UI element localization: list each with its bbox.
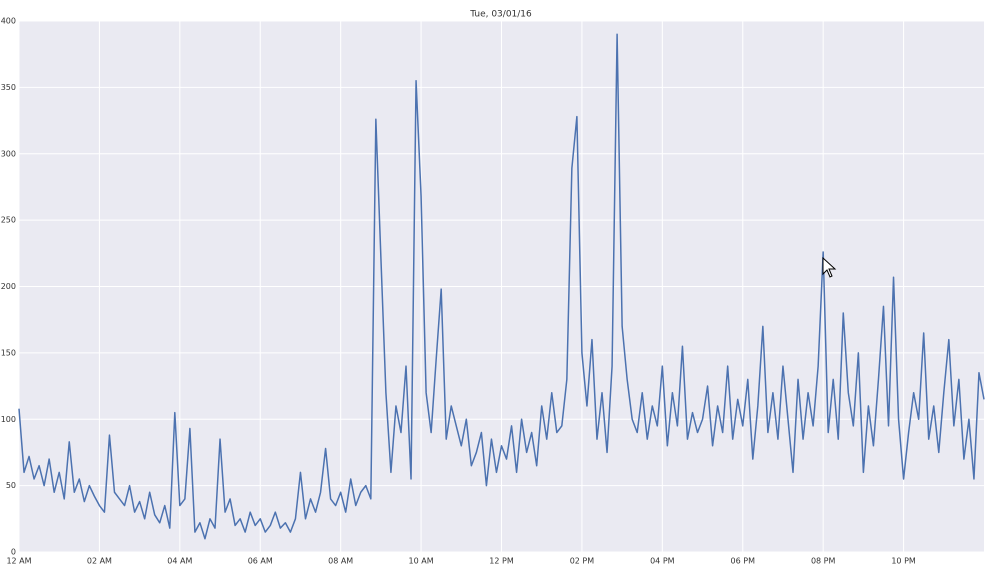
x-tick-label: 04 PM — [650, 557, 675, 566]
y-tick-label: 200 — [1, 282, 16, 291]
y-tick-label: 350 — [1, 83, 16, 92]
y-tick-label: 250 — [1, 216, 16, 225]
x-tick-label: 12 AM — [6, 557, 31, 566]
y-tick-label: 300 — [1, 149, 16, 158]
y-tick-label: 0 — [11, 548, 16, 557]
x-tick-label: 10 PM — [891, 557, 916, 566]
x-tick-label: 10 AM — [409, 557, 434, 566]
grid — [18, 20, 984, 553]
x-tick-label: 08 AM — [328, 557, 353, 566]
marks — [18, 33, 985, 540]
cursor — [822, 256, 837, 278]
x-tick-label: 04 AM — [167, 557, 192, 566]
x-tick-label: 08 PM — [811, 557, 836, 566]
data-line — [18, 33, 985, 540]
x-tick-label: 02 PM — [570, 557, 595, 566]
chart-title: Tue, 03/01/16 — [469, 10, 532, 20]
y-tick-label: 50 — [6, 481, 16, 490]
y-tick-label: 150 — [1, 348, 16, 357]
y-tick-label: 400 — [1, 17, 16, 26]
x-tick-label: 02 AM — [87, 557, 112, 566]
y-tick-label: 100 — [1, 415, 16, 424]
x-tick-label: 12 PM — [489, 557, 514, 566]
x-tick-label: 06 AM — [248, 557, 273, 566]
x-tick-label: 06 PM — [731, 557, 756, 566]
